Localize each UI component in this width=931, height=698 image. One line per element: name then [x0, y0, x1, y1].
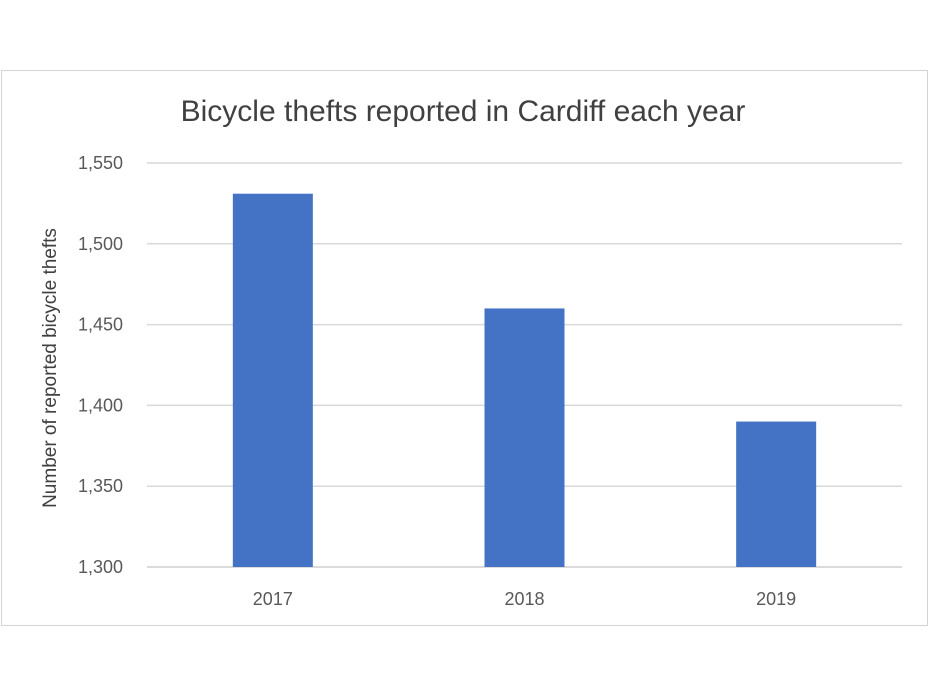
x-axis-ticks: 2017 2018 2019 [253, 589, 796, 609]
bar-2019 [736, 421, 817, 567]
y-tick-label: 1,300 [78, 557, 123, 577]
x-tick-label: 2017 [253, 589, 293, 609]
bar-2018 [484, 308, 565, 567]
chart-title: Bicycle thefts reported in Cardiff each … [181, 95, 746, 128]
y-tick-label: 1,550 [78, 153, 123, 173]
y-tick-label: 1,400 [78, 395, 123, 415]
bars [232, 193, 817, 568]
y-tick-label: 1,500 [78, 234, 123, 254]
x-tick-label: 2018 [504, 589, 544, 609]
y-axis-label: Number of reported bicycle thefts [40, 228, 61, 508]
bar-2017 [232, 193, 313, 568]
y-tick-label: 1,350 [78, 476, 123, 496]
y-tick-label: 1,450 [78, 315, 123, 335]
x-tick-label: 2019 [756, 589, 796, 609]
y-axis-ticks: 1,300 1,350 1,400 1,450 1,500 1,550 [78, 153, 123, 577]
